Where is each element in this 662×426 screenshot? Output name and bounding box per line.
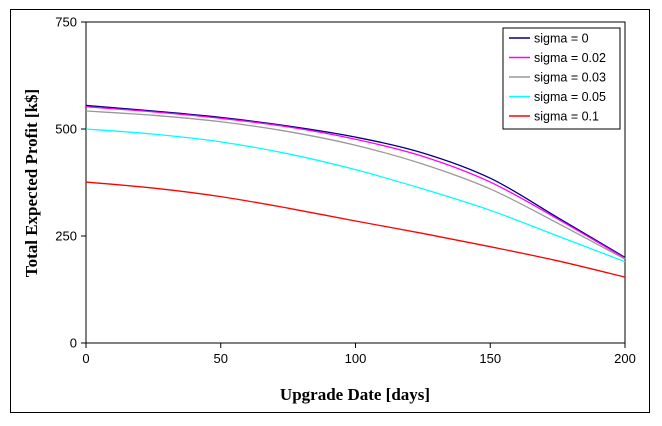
y-tick-label: 0 <box>70 336 77 351</box>
y-tick-label: 500 <box>55 122 77 137</box>
x-tick-label: 100 <box>345 351 367 366</box>
series-line-4 <box>85 181 626 278</box>
legend-label-4: sigma = 0.1 <box>534 110 599 124</box>
series-line-0 <box>85 104 626 258</box>
x-tick-label: 200 <box>614 351 636 366</box>
legend: sigma = 0 sigma = 0.02 sigma = 0.03 sigma =… <box>502 27 621 130</box>
x-tick-label: 150 <box>479 351 501 366</box>
series-layer <box>85 104 626 278</box>
legend-label-1: sigma = 0.02 <box>534 51 606 65</box>
y-axis-ticks: 0 250 500 750 <box>55 15 86 351</box>
x-axis-title: Upgrade Date [days] <box>280 385 430 404</box>
y-tick-label: 750 <box>55 15 77 30</box>
legend-label-3: sigma = 0.05 <box>534 90 606 104</box>
x-tick-label: 0 <box>82 351 89 366</box>
y-tick-label: 250 <box>55 229 77 244</box>
legend-box <box>502 27 621 130</box>
series-line-1 <box>85 106 626 259</box>
x-tick-label: 50 <box>214 351 228 366</box>
legend-label-2: sigma = 0.03 <box>534 71 606 85</box>
y-axis-title: Total Expected Profit [k$] <box>22 89 41 277</box>
x-axis-ticks: 0 50 100 150 200 <box>82 343 636 366</box>
series-line-2 <box>85 110 626 260</box>
series-line-3 <box>85 128 626 263</box>
legend-label-0: sigma = 0 <box>534 32 589 46</box>
